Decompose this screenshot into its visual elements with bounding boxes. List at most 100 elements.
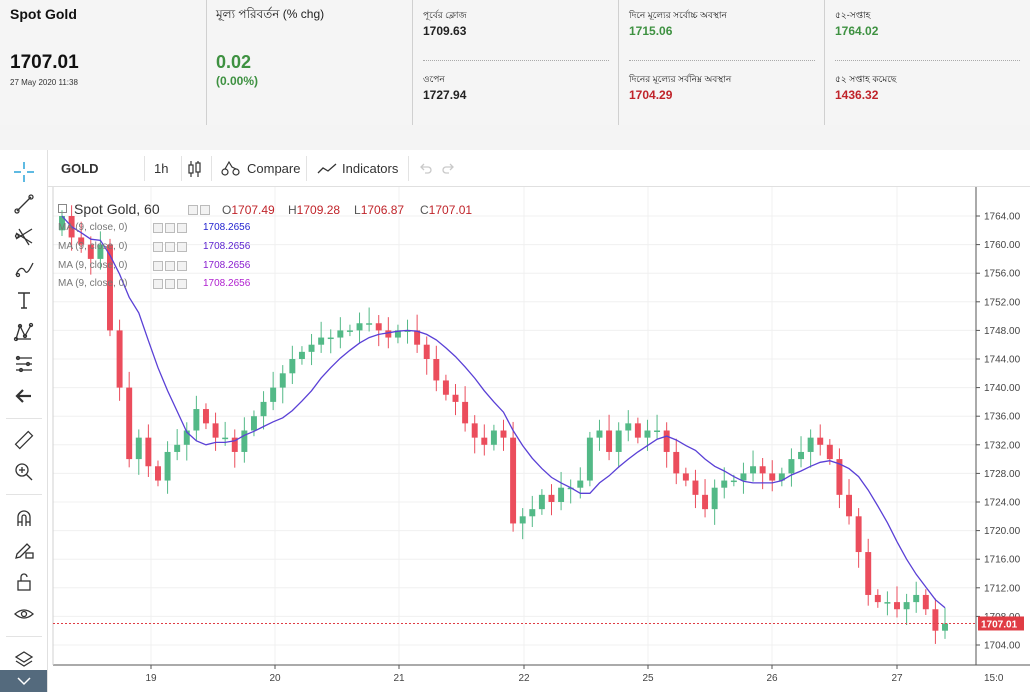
- day-low-value: 1704.29: [629, 88, 673, 102]
- divider: [412, 0, 413, 125]
- candle: [855, 516, 862, 553]
- ma-legend-value: 1708.2656: [203, 241, 251, 252]
- lock-icon[interactable]: [10, 568, 38, 596]
- candle: [385, 330, 392, 338]
- price-tick-label: 1720.00: [984, 526, 1021, 537]
- ma-legend-label[interactable]: MA (9, close, 0): [58, 278, 128, 289]
- divider: [824, 0, 825, 125]
- redo-button[interactable]: [441, 150, 457, 187]
- divider: [306, 156, 307, 181]
- time-tick-label: 20: [269, 673, 281, 684]
- ma-legend-value: 1708.2656: [203, 222, 251, 233]
- ma-legend-label[interactable]: MA (9, close, 0): [58, 241, 128, 252]
- divider: [181, 156, 182, 181]
- candle: [682, 473, 689, 481]
- candle: [673, 451, 680, 474]
- candle: [932, 609, 939, 631]
- price-tick-label: 1736.00: [984, 412, 1021, 423]
- pitchfork-icon[interactable]: [10, 222, 38, 250]
- time-tick-label: 15:0: [984, 673, 1004, 684]
- ma-actions[interactable]: [153, 223, 187, 233]
- last-price-tag: [978, 616, 1024, 631]
- indicators-label: Indicators: [342, 161, 399, 176]
- chevron-down-icon: [17, 677, 31, 686]
- divider: [6, 636, 42, 637]
- trend-line-icon[interactable]: [10, 190, 38, 218]
- candle: [596, 430, 603, 438]
- compare-button[interactable]: Compare: [220, 150, 300, 187]
- candle: [433, 359, 440, 381]
- candle: [759, 466, 766, 474]
- pattern-icon[interactable]: [10, 318, 38, 346]
- divider: [6, 418, 42, 419]
- price-tick-label: 1756.00: [984, 269, 1021, 280]
- week52-low-value: 1436.32: [835, 88, 879, 102]
- divider: [629, 60, 815, 61]
- last-price: 1707.01: [10, 52, 79, 73]
- ohlc-high: H1709.28: [288, 203, 341, 217]
- candle: [366, 323, 373, 325]
- series-title[interactable]: Spot Gold, 60: [74, 201, 160, 217]
- candle: [798, 451, 805, 460]
- week52-high-label: ৫২-সপ্তাহ: [835, 10, 871, 20]
- ma-actions[interactable]: [153, 242, 187, 252]
- candle: [135, 437, 142, 460]
- eye-icon[interactable]: [10, 600, 38, 628]
- price-tick-label: 1732.00: [984, 440, 1021, 451]
- layers-icon[interactable]: [10, 646, 38, 674]
- ma-actions[interactable]: [153, 261, 187, 271]
- divider: [408, 156, 409, 181]
- chart-type-button[interactable]: [187, 150, 203, 187]
- divider: [211, 156, 212, 181]
- moving-average-line: [61, 215, 946, 609]
- candle: [270, 387, 277, 402]
- prev-close-label: পূর্বের ক্লোজ: [423, 10, 467, 20]
- candle: [212, 423, 219, 438]
- ruler-icon[interactable]: [10, 426, 38, 454]
- undo-icon: [420, 163, 432, 174]
- interval-selector[interactable]: 1h: [154, 161, 169, 176]
- divider: [144, 156, 145, 181]
- brush-icon[interactable]: [10, 254, 38, 282]
- ma-actions[interactable]: [153, 279, 187, 289]
- time-tick-label: 19: [145, 673, 157, 684]
- change-percent: (0.00%): [216, 74, 259, 88]
- candle: [778, 473, 785, 481]
- divider: [835, 60, 1020, 61]
- text-icon[interactable]: [10, 286, 38, 314]
- chart-pane[interactable]: 1764.00 1760.00 1756.00 1752.00 1748.00 1744.…: [48, 187, 1030, 692]
- back-arrow-icon[interactable]: [10, 382, 38, 410]
- candle: [250, 416, 257, 431]
- candle: [586, 437, 593, 481]
- time-tick-label: 27: [891, 673, 903, 684]
- symbol-search[interactable]: GOLD: [61, 161, 99, 176]
- price-chart[interactable]: 1764.00 1760.00 1756.00 1752.00 1748.00 1744.…: [48, 187, 1030, 692]
- collapse-toolbar-button[interactable]: [0, 670, 47, 692]
- series-actions[interactable]: [188, 205, 210, 215]
- ma-legend-label[interactable]: MA (9, close, 0): [58, 222, 128, 233]
- crosshair-icon[interactable]: [10, 158, 38, 186]
- indicators-button[interactable]: Indicators: [316, 150, 398, 187]
- price-tick-label: 1704.00: [984, 641, 1021, 652]
- divider: [6, 494, 42, 495]
- measure-fib-icon[interactable]: [10, 350, 38, 378]
- ma-legend-label[interactable]: MA (9, close, 0): [58, 260, 128, 271]
- price-tick-label: 1748.00: [984, 326, 1021, 337]
- zoom-in-icon[interactable]: [10, 458, 38, 486]
- pencil-lock-icon[interactable]: [10, 536, 38, 564]
- candle: [740, 473, 747, 481]
- week52-low-label: ৫২ সপ্তাহ কমেছে: [835, 74, 897, 84]
- indicators-icon: [317, 163, 337, 173]
- undo-button[interactable]: [417, 150, 433, 187]
- ohlc-low: L1706.87: [354, 203, 405, 217]
- candles-icon: [188, 160, 201, 177]
- candle: [116, 330, 123, 388]
- magnet-icon[interactable]: [10, 504, 38, 532]
- price-tick-label: 1716.00: [984, 555, 1021, 566]
- quote-header: Spot Gold 1707.01 27 May 2020 11:38 মূল্…: [0, 0, 1030, 125]
- candle: [644, 430, 651, 438]
- collapse-legend-icon[interactable]: [58, 204, 67, 213]
- candle: [164, 451, 171, 481]
- candle: [404, 330, 411, 332]
- compare-icon: [221, 160, 240, 176]
